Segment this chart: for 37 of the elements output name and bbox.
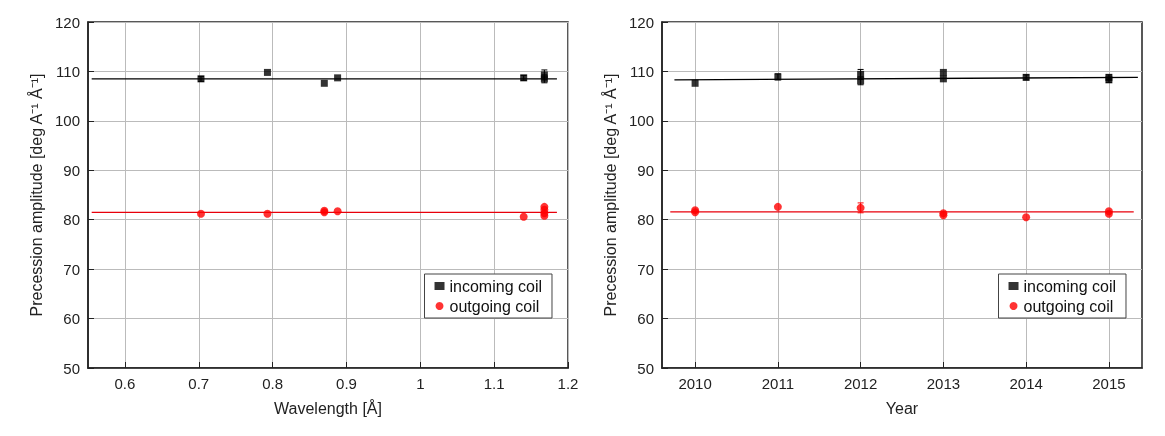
- x-tick-label: 0.6: [114, 375, 136, 392]
- y-tick-label: 50: [637, 359, 654, 377]
- y-tick-label: 80: [637, 211, 654, 229]
- x-tick-label: 2013: [926, 375, 961, 392]
- x-tick-label: 2014: [1009, 375, 1043, 392]
- x-tick-label: 2012: [843, 375, 878, 392]
- y-tick-label: 90: [63, 161, 80, 179]
- y-tick-label: 60: [63, 310, 80, 328]
- legend-label: outgoing coil: [449, 297, 540, 315]
- x-axis-title: Wavelength [Å]: [274, 398, 382, 417]
- y-tick-label: 100: [54, 112, 80, 130]
- y-tick-label: 70: [63, 260, 80, 278]
- x-tick-label: 0.7: [188, 375, 210, 392]
- y-tick-label: 80: [63, 211, 80, 229]
- y-axis-title: Precession amplitude [deg A⁻¹ Å⁻¹]: [600, 73, 619, 317]
- x-tick-label: 0.9: [336, 375, 357, 392]
- y-tick-label: 60: [637, 310, 654, 328]
- y-tick-label: 50: [63, 359, 80, 377]
- x-tick-label: 0.8: [262, 375, 284, 392]
- y-tick-label: 90: [637, 161, 654, 179]
- legend-label: outgoing coil: [1023, 297, 1114, 315]
- y-tick-label: 120: [628, 13, 654, 31]
- x-tick-label: 2015: [1092, 375, 1126, 392]
- y-tick-label: 120: [54, 13, 80, 31]
- legend-label: incoming coil: [1023, 277, 1116, 295]
- x-tick-label: 2011: [761, 375, 794, 392]
- x-tick-label: 1.1: [483, 375, 505, 392]
- x-tick-label: 1: [416, 375, 425, 392]
- y-tick-label: 110: [56, 62, 80, 80]
- y-tick-label: 70: [637, 260, 654, 278]
- x-tick-label: 1.2: [557, 375, 579, 392]
- x-tick-label: 2010: [678, 375, 712, 392]
- y-tick-label: 110: [630, 62, 654, 80]
- x-axis-title: Year: [885, 399, 919, 417]
- legend-label: incoming coil: [449, 277, 542, 295]
- y-tick-label: 100: [628, 112, 654, 130]
- y-axis-title: Precession amplitude [deg A⁻¹ Å⁻¹]: [26, 73, 45, 317]
